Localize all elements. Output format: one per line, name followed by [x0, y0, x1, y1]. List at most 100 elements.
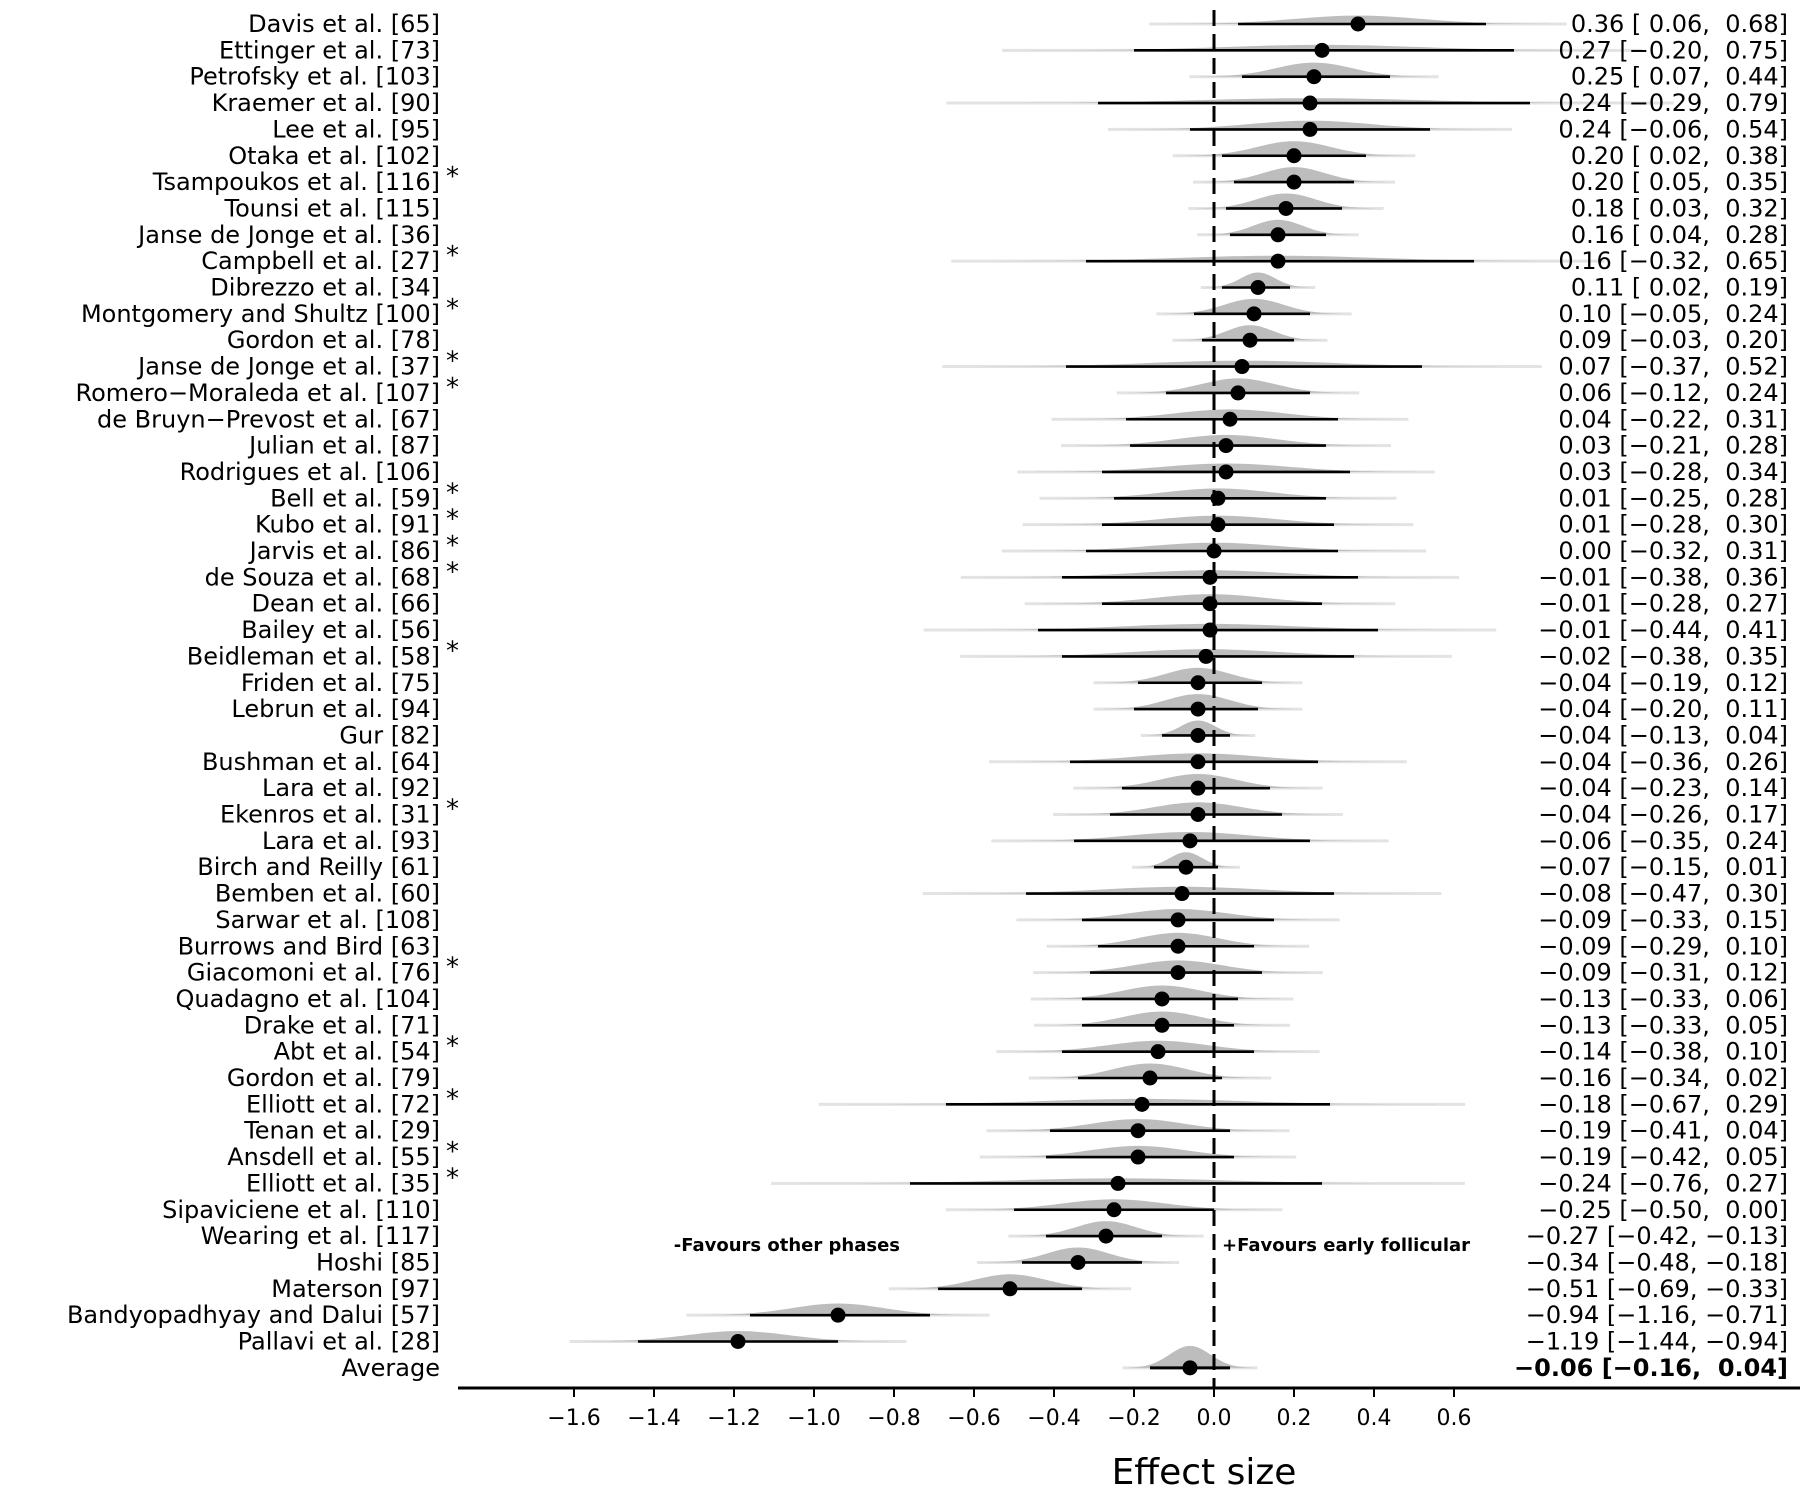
- x-axis: −1.6 −1.4 −1.2 −1.0 −0.8 −0.6 −0.4 −0.2 0.0 0.2 0.…: [458, 1386, 1800, 1431]
- study-label: Lara et al. [93]: [262, 827, 440, 855]
- estimate-value: −0.13 [−0.33, 0.05]: [1538, 1011, 1788, 1039]
- estimate-value: −0.06 [−0.35, 0.24]: [1538, 827, 1788, 855]
- point-bushman-et-al-64: [1190, 754, 1206, 770]
- estimate-value: 0.24 [−0.29, 0.79]: [1558, 89, 1788, 117]
- point-bell-et-al-59: [1210, 490, 1226, 506]
- point-de-bruyn-prevost-et-al-67: [1222, 411, 1238, 427]
- star-marker: *: [446, 373, 459, 403]
- estimate-column: 0.36 [ 0.06, 0.68]0.27 [−0.20, 0.75]0.25…: [1514, 10, 1788, 1382]
- estimate-value: −0.24 [−0.76, 0.27]: [1538, 1169, 1788, 1197]
- estimate-value: −0.13 [−0.33, 0.06]: [1538, 985, 1788, 1013]
- study-label: Bandyopadhyay and Dalui [57]: [67, 1301, 440, 1329]
- estimate-value: −0.04 [−0.36, 0.26]: [1538, 748, 1788, 776]
- point-dibrezzo-et-al-34: [1250, 280, 1266, 295]
- point-gordon-et-al-78: [1242, 332, 1258, 348]
- point-julian-et-al-87: [1218, 438, 1234, 454]
- point-tounsi-et-al-115: [1278, 200, 1294, 216]
- point-janse-de-jonge-et-al-36: [1270, 227, 1286, 243]
- star-marker: *: [446, 478, 459, 508]
- point-ekenros-et-al-31: [1190, 807, 1206, 822]
- study-label: de Bruyn−Prevost et al. [67]: [97, 405, 440, 433]
- star-marker: *: [446, 953, 459, 983]
- point-layer: [730, 16, 1366, 1376]
- point-de-souza-et-al-68: [1202, 569, 1218, 585]
- point-tsampoukos-et-al-116: [1286, 174, 1302, 190]
- study-label: de Souza et al. [68]: [205, 563, 440, 591]
- density-layer: [569, 15, 1674, 1370]
- estimate-value: 0.09 [−0.03, 0.20]: [1558, 326, 1788, 354]
- estimate-value: 0.16 [ 0.04, 0.28]: [1571, 221, 1788, 249]
- x-tick-label: −1.4: [627, 1406, 680, 1431]
- estimate-value: −0.19 [−0.42, 0.05]: [1538, 1143, 1788, 1171]
- study-label: Petrofsky et al. [103]: [189, 63, 440, 91]
- estimate-value: −0.27 [−0.42, −0.13]: [1526, 1222, 1788, 1250]
- point-hoshi-85: [1070, 1254, 1086, 1270]
- study-label: Bell et al. [59]: [270, 484, 440, 512]
- point-beidleman-et-al-58: [1198, 648, 1214, 664]
- study-label: Lee et al. [95]: [272, 115, 440, 143]
- point-petrofsky-et-al-103: [1306, 69, 1322, 85]
- study-label: Gordon et al. [79]: [227, 1064, 440, 1092]
- estimate-value: −0.94 [−1.16, −0.71]: [1526, 1301, 1788, 1329]
- study-label: Julian et al. [87]: [247, 432, 440, 460]
- estimate-value: −0.09 [−0.31, 0.12]: [1538, 959, 1788, 987]
- point-materson-97: [1002, 1281, 1018, 1297]
- point-friden-et-al-75: [1190, 675, 1206, 691]
- study-label: Abt et al. [54]: [274, 1038, 440, 1066]
- estimate-value: −0.04 [−0.20, 0.11]: [1538, 695, 1788, 723]
- x-tick-label: −1.6: [547, 1406, 600, 1431]
- point-gur-82: [1190, 727, 1206, 743]
- estimate-value: 0.04 [−0.22, 0.31]: [1558, 405, 1788, 433]
- point-bemben-et-al-60: [1174, 886, 1190, 902]
- point-ansdell-et-al-55: [1130, 1149, 1146, 1165]
- study-label: Birch and Reilly [61]: [197, 853, 440, 881]
- x-tick-label: −0.4: [1027, 1406, 1080, 1431]
- point-bandyopadhyay-and-dalui-57: [830, 1307, 846, 1323]
- point-otaka-et-al-102: [1286, 148, 1302, 164]
- study-label: Hoshi [85]: [316, 1248, 440, 1276]
- x-tick-label: −0.6: [947, 1406, 1000, 1431]
- point-birch-and-reilly-61: [1178, 859, 1194, 875]
- study-label: Gur [82]: [339, 721, 440, 749]
- x-tick-label: 0.6: [1437, 1406, 1472, 1431]
- estimate-value: −0.07 [−0.15, 0.01]: [1538, 853, 1788, 881]
- annotation-favours-early-follicular: +Favours early follicular: [1222, 1235, 1470, 1256]
- point-wearing-et-al-117: [1098, 1228, 1114, 1244]
- estimate-value: −0.04 [−0.13, 0.04]: [1538, 721, 1788, 749]
- estimate-value: −0.25 [−0.50, 0.00]: [1538, 1196, 1788, 1224]
- estimate-value: 0.03 [−0.28, 0.34]: [1558, 458, 1788, 486]
- star-marker: *: [446, 557, 459, 587]
- estimate-value: 0.20 [ 0.02, 0.38]: [1571, 142, 1788, 170]
- study-label: Giacomoni et al. [76]: [187, 959, 440, 987]
- study-label: Rodrigues et al. [106]: [180, 458, 440, 486]
- star-marker: *: [446, 241, 459, 271]
- point-bailey-et-al-56: [1202, 622, 1218, 638]
- x-tick-label: −1.2: [707, 1406, 760, 1431]
- point-quadagno-et-al-104: [1154, 991, 1170, 1007]
- estimate-value: −0.02 [−0.38, 0.35]: [1538, 642, 1788, 670]
- study-label: Friden et al. [75]: [241, 669, 440, 697]
- study-label: Campbell et al. [27]: [201, 247, 440, 275]
- point-burrows-and-bird-63: [1170, 938, 1186, 954]
- x-tick-label: 0.0: [1197, 1406, 1232, 1431]
- estimate-value: 0.20 [ 0.05, 0.35]: [1571, 168, 1788, 196]
- star-marker: *: [446, 1137, 459, 1167]
- estimate-value: −0.09 [−0.33, 0.15]: [1538, 906, 1788, 934]
- star-marker: *: [446, 505, 459, 535]
- point-lee-et-al-95: [1302, 121, 1318, 137]
- study-label: Sarwar et al. [108]: [215, 906, 440, 934]
- star-marker: *: [446, 636, 459, 666]
- star-marker: *: [446, 531, 459, 561]
- point-giacomoni-et-al-76: [1170, 965, 1186, 981]
- point-montgomery-and-shultz-100: [1246, 306, 1262, 322]
- study-label: Pallavi et al. [28]: [238, 1328, 440, 1356]
- point-drake-et-al-71: [1154, 1017, 1170, 1033]
- estimate-value: −1.19 [−1.44, −0.94]: [1526, 1328, 1788, 1356]
- study-label: Bushman et al. [64]: [202, 748, 440, 776]
- star-marker: *: [446, 1163, 459, 1193]
- star-marker: *: [446, 795, 459, 825]
- point-elliott-et-al-35: [1110, 1175, 1126, 1191]
- study-label: Beidleman et al. [58]: [187, 642, 440, 670]
- estimate-value: −0.04 [−0.26, 0.17]: [1538, 801, 1788, 829]
